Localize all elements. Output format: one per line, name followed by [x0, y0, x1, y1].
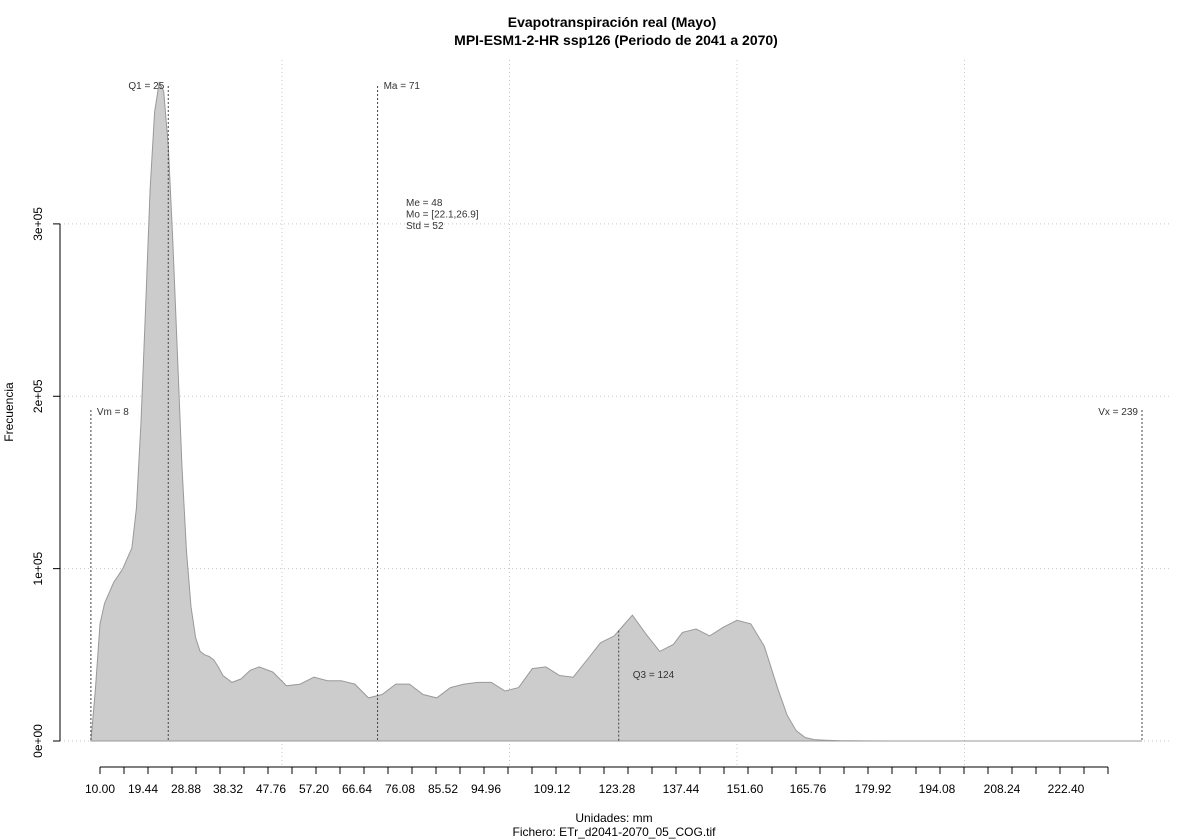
chart-subtitle: MPI-ESM1-2-HR ssp126 (Periodo de 2041 a …	[454, 32, 778, 48]
stat-label-1: Mo = [22.1,26.9]	[406, 210, 479, 221]
x-tick-label-6: 66.64	[342, 782, 372, 796]
stat-label-0: Me = 48	[406, 198, 443, 209]
density-area	[90, 81, 1142, 742]
stat-label-2: Std = 52	[406, 221, 444, 232]
x-tick-label-18: 222.40	[1048, 782, 1085, 796]
x-tick-label-4: 47.76	[256, 782, 286, 796]
x-tick-label-12: 137.44	[663, 782, 700, 796]
x-tick-label-14: 165.76	[790, 782, 827, 796]
x-tick-label-1: 19.44	[128, 782, 158, 796]
y-tick-label-3: 3e+05	[31, 207, 45, 241]
x-tick-label-7: 76.08	[385, 782, 415, 796]
x-tick-label-16: 194.08	[919, 782, 956, 796]
marker-label-1: Q1 = 25	[128, 81, 164, 92]
x-tick-label-0: 10.00	[85, 782, 115, 796]
x-tick-label-15: 179.92	[855, 782, 892, 796]
x-tick-label-5: 57.20	[299, 782, 329, 796]
x-tick-label-10: 109.12	[534, 782, 571, 796]
x-tick-label-11: 123.28	[599, 782, 636, 796]
y-tick-label-0: 0e+00	[31, 724, 45, 758]
y-tick-label-1: 1e+05	[31, 551, 45, 585]
y-axis: 0e+00 1e+05 2e+05 3e+05	[31, 207, 61, 758]
x-axis: 10.00 19.44 28.88 38.32 47.76 57.20 66.64 76.08…	[85, 766, 1109, 796]
x-tick-label-9: 94.96	[471, 782, 501, 796]
y-tick-label-2: 2e+05	[31, 379, 45, 413]
marker-label-4: Vx = 239	[1098, 407, 1138, 418]
chart-title: Evapotranspiración real (Mayo)	[508, 14, 717, 30]
y-axis-label: Frecuencia	[2, 382, 16, 442]
file-caption: Fichero: ETr_d2041-2070_05_COG.tif	[513, 825, 717, 839]
marker-label-2: Ma = 71	[384, 81, 421, 92]
x-tick-label-17: 208.24	[984, 782, 1021, 796]
marker-label-0: Vm = 8	[97, 407, 129, 418]
density-polygon	[90, 81, 1142, 742]
statistic-markers: Vm = 8 Q1 = 25 Ma = 71 Q3 = 124 Vx = 239	[90, 81, 1143, 741]
x-tick-label-3: 38.32	[213, 782, 243, 796]
x-tick-label-13: 151.60	[727, 782, 764, 796]
x-tick-label-2: 28.88	[171, 782, 201, 796]
x-tick-label-8: 85.52	[428, 782, 458, 796]
marker-label-3: Q3 = 124	[633, 670, 675, 681]
x-axis-label: Unidades: mm	[575, 811, 652, 825]
